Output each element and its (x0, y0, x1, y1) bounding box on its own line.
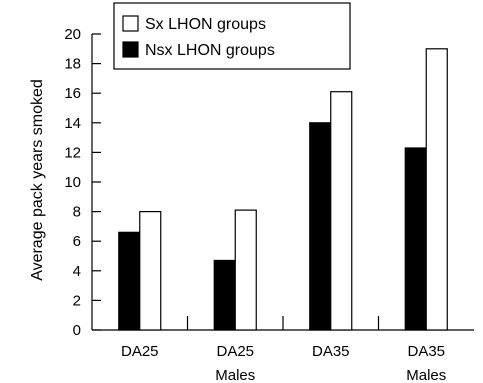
y-tick-label: 8 (73, 204, 81, 221)
chart-bars (118, 48, 448, 331)
y-tick-label: 4 (73, 263, 81, 280)
bar-sx (139, 211, 162, 331)
y-tick-label: 2 (73, 292, 81, 309)
y-tick-label: 0 (73, 322, 81, 339)
x-category-label: DA25 (216, 343, 254, 360)
y-axis-title: Average pack years smoked (29, 79, 46, 281)
x-category-label: DA35 (407, 343, 445, 360)
y-tick-label: 12 (64, 144, 81, 161)
legend-label: Sx LHON groups (145, 16, 266, 33)
y-tick-label: 10 (64, 174, 81, 191)
x-category-sublabel: Males (215, 367, 255, 383)
y-tick-label: 18 (64, 56, 81, 73)
x-category-label: DA25 (121, 343, 159, 360)
bar-nsx (213, 259, 236, 331)
x-category-sublabel: Males (406, 367, 446, 383)
bar-nsx (118, 231, 141, 331)
legend-label: Nsx LHON groups (145, 42, 275, 59)
bar-nsx (309, 122, 332, 331)
legend-swatch (122, 41, 139, 58)
y-tick-label: 20 (64, 26, 81, 43)
bar-sx (425, 48, 448, 331)
y-tick-label: 6 (73, 233, 81, 250)
legend-swatch (122, 15, 139, 32)
legend-box (113, 2, 351, 70)
y-tick-label: 16 (64, 85, 81, 102)
chart-labels: 0 2 4 6 8 10 12 14 16 18 20 DA25 DA25 Males DA35 DA35 Ma… (64, 26, 446, 383)
bar-sx (330, 91, 353, 331)
x-category-label: DA35 (312, 343, 350, 360)
y-tick-label: 14 (64, 115, 81, 132)
bar-sx (234, 209, 257, 331)
bar-nsx (404, 147, 427, 331)
legend: Sx LHON groups Nsx LHON groups (113, 2, 351, 70)
